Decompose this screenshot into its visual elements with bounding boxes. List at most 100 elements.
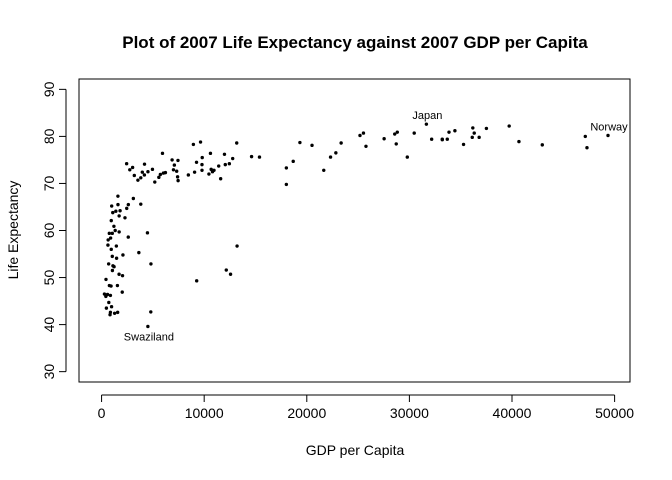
x-axis: 0 10000 20000 30000 40000 50000 [98,394,634,421]
data-point [477,135,481,140]
data-point [109,284,113,288]
x-tick-label: 30000 [390,405,429,421]
data-point [583,134,587,139]
annotation-label: Swaziland [124,331,174,343]
data-point [140,170,145,174]
data-point [405,155,410,159]
data-point [284,182,289,187]
data-point [200,162,204,167]
data-point [218,177,223,181]
data-point [298,140,302,145]
annotation-label: Norway [590,121,628,133]
data-point [198,140,203,144]
data-point [249,154,254,159]
data-point [334,151,338,155]
data-point [128,168,132,172]
plot-frame [78,78,631,383]
data-point [176,158,180,163]
data-point [115,283,120,288]
y-tick-label: 80 [41,128,57,144]
data-point [424,122,429,126]
data-point [132,173,137,178]
data-point [107,231,111,236]
data-point [111,264,115,268]
data-point [227,161,232,166]
data-point [361,131,366,135]
data-point [145,231,150,235]
data-point [235,244,239,248]
data-point [121,253,125,257]
data-point [235,141,239,145]
data-point [194,279,199,283]
data-point [106,262,111,266]
data-point [114,256,119,260]
data-point [106,238,110,242]
data-point [126,235,130,239]
data-point [142,162,147,166]
data-point [507,124,511,128]
data-point [113,228,117,233]
data-point [470,135,474,140]
data-point [108,310,113,315]
data-point [382,137,386,141]
data-point [109,204,114,208]
data-point [120,290,124,294]
data-point [111,210,115,215]
data-point [222,152,227,156]
y-tick-label: 60 [41,223,57,239]
data-point [200,155,204,160]
data-point [117,214,121,218]
data-point [108,293,113,298]
y-tick-label: 40 [41,317,57,333]
data-point [108,236,113,240]
data-point [153,180,157,184]
data-point [191,142,196,147]
data-point [112,224,116,228]
data-point [104,277,108,282]
data-point [210,169,215,174]
data-point [395,130,399,134]
data-point [585,145,589,150]
data-point [194,160,199,164]
data-point [223,162,227,167]
data-point [131,196,136,201]
data-point [517,139,521,144]
data-point [207,172,211,176]
data-point [104,306,109,310]
data-point [104,294,108,299]
data-point [150,167,155,172]
data-point [472,131,476,135]
x-tick-label: 0 [98,405,106,421]
data-point [224,268,228,272]
data-point [172,163,177,167]
data-point [208,151,213,156]
data-point [142,173,147,177]
data-point [358,133,362,138]
data-point [471,126,475,130]
chart-title: Plot of 2007 Life Expectancy against 200… [122,33,588,52]
data-point [125,206,129,211]
data-point [112,311,117,316]
data-point [160,151,165,156]
data-point [186,173,191,177]
data-point [136,178,140,182]
data-point [453,129,457,133]
data-point [110,268,115,273]
data-point [394,142,398,146]
data-point [115,310,120,315]
y-tick-label: 90 [41,81,57,97]
data-point [120,273,125,278]
data-point [107,300,111,305]
data-point [447,130,451,134]
data-point [257,155,262,159]
y-tick-label: 30 [41,364,57,380]
data-point [230,156,235,161]
data-point [310,143,314,148]
point-annotations: Japan Norway Swaziland [124,110,628,343]
data-point [393,132,397,136]
data-point [109,305,114,309]
data-point [176,178,180,183]
data-point [328,155,333,159]
y-axis-label: Life Expectancy [5,181,21,280]
